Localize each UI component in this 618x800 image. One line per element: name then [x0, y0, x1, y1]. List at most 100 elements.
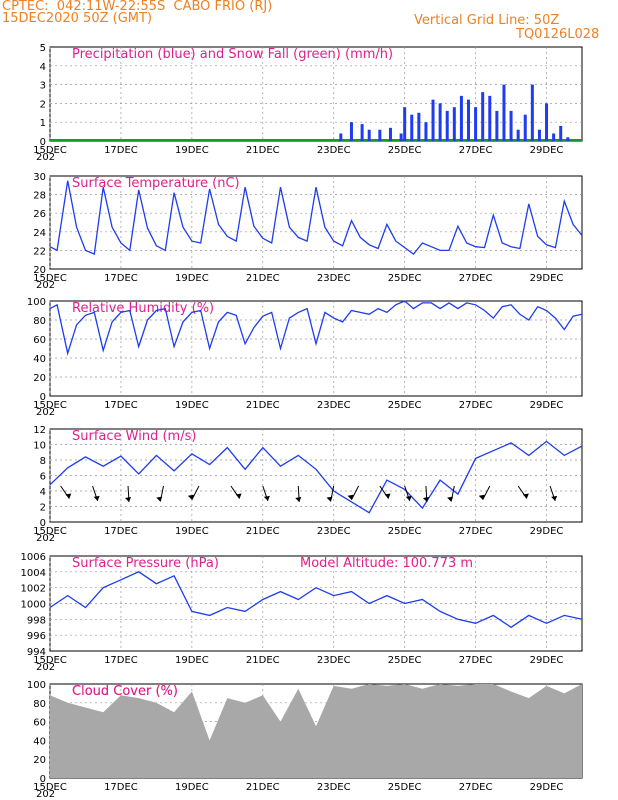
wind-xtick-year: 202	[36, 533, 55, 544]
cloud-xtick-year: 202	[36, 789, 55, 800]
precip-xtick-label: 29DEC	[530, 145, 564, 156]
pres-xtick-label: 17DEC	[104, 655, 138, 666]
precip-xtick-label: 25DEC	[388, 145, 422, 156]
precip-ytick-label: 5	[40, 43, 46, 54]
precip-bar	[399, 133, 403, 141]
cloud-ytick-label: 0	[40, 774, 46, 785]
cloud-xtick-label: 29DEC	[530, 782, 564, 793]
wind-arrow-head	[187, 494, 194, 500]
wind-arrow-head	[522, 493, 529, 499]
wind-xtick-label: 19DEC	[175, 526, 209, 537]
cloud-xtick-label: 27DEC	[459, 782, 493, 793]
station-header: CPTEC: 042:11W-22:55S CABO FRIO (RJ)	[2, 0, 273, 14]
wind-ytick-label: 8	[40, 456, 46, 467]
wind-arrow-head	[235, 493, 242, 499]
precip-bar	[495, 110, 499, 141]
wind-arrow-head	[93, 495, 100, 501]
wind-arrow-head	[447, 496, 454, 502]
cloud-xtick-label: 25DEC	[388, 782, 422, 793]
precip-bar	[410, 114, 414, 141]
temp-ytick-label: 20	[33, 265, 46, 276]
pressure-panel: 994 996 998 1000 1002 1004 1006 15DEC 17DEC 19DEC…	[21, 552, 583, 673]
temp-xtick-label: 19DEC	[175, 273, 209, 284]
precip-bar	[349, 122, 353, 141]
cloud-xtick-label: 19DEC	[175, 782, 209, 793]
temp-xtick-year: 202	[36, 280, 55, 291]
cloud-title: Cloud Cover (%)	[72, 684, 178, 699]
precip-bar	[378, 129, 382, 141]
pres-xtick-label: 15DEC	[33, 655, 67, 666]
cloud-ytick-label: 40	[33, 736, 46, 747]
precip-ytick-label: 0	[40, 137, 46, 148]
precip-ytick-label: 2	[40, 99, 46, 110]
wind-xtick-label: 17DEC	[104, 526, 138, 537]
precip-xtick-label: 23DEC	[317, 145, 351, 156]
wind-arrow-head	[384, 493, 391, 499]
rh-xtick-label: 27DEC	[459, 400, 493, 411]
model-altitude: Model Altitude: 100.773 m	[300, 556, 473, 571]
wind-arrow	[482, 485, 491, 501]
pres-ytick-label: 998	[27, 615, 46, 626]
wind-arrow-head	[347, 494, 354, 500]
wind-arrow	[351, 485, 360, 501]
cloud-xtick-label: 23DEC	[317, 782, 351, 793]
pres-xtick-label: 25DEC	[388, 655, 422, 666]
precip-bar	[481, 92, 485, 141]
precip-xtick-label: 17DEC	[104, 145, 138, 156]
precip-bar	[523, 114, 527, 141]
precip-bar	[424, 122, 428, 141]
pres-ytick-label: 1004	[21, 568, 46, 579]
pres-xtick-label: 21DEC	[246, 655, 280, 666]
cloud-ytick-label: 80	[33, 699, 46, 710]
wind-arrow	[191, 485, 200, 501]
rh-xtick-label: 29DEC	[530, 400, 564, 411]
precip-bar	[445, 110, 449, 141]
cloud-xtick-label: 21DEC	[246, 782, 280, 793]
rh-frame	[49, 300, 583, 397]
wind-xtick-label: 29DEC	[530, 526, 564, 537]
wind-ytick-label: 6	[40, 472, 46, 483]
wind-ytick-label: 10	[33, 441, 46, 452]
pres-ytick-label: 994	[27, 647, 46, 658]
rh-xtick-label: 21DEC	[246, 400, 280, 411]
temp-ytick-label: 24	[33, 228, 46, 239]
humidity-panel: 0 20 40 60 80 100 15DEC 17DEC 19DEC 21DEC 23DEC 25D…	[27, 297, 583, 418]
temp-ytick-label: 30	[33, 172, 46, 183]
precip-bar	[431, 99, 435, 141]
cloud-ytick-label: 60	[33, 718, 46, 729]
precip-xtick-label: 19DEC	[175, 145, 209, 156]
temp-title: Surface Temperature (nC)	[72, 176, 240, 191]
pres-series-line	[49, 571, 583, 629]
pres-xtick-label: 29DEC	[530, 655, 564, 666]
wind-xtick-label: 21DEC	[246, 526, 280, 537]
model-code: TQ0126L028	[516, 27, 600, 42]
temperature-panel: 20 22 24 26 28 30 15DEC 17DEC 19DEC 21DEC 23DEC 25D…	[33, 172, 583, 291]
precip-bar	[459, 95, 463, 141]
cloud-xtick-label: 17DEC	[104, 782, 138, 793]
temp-xtick-label: 15DEC	[33, 273, 67, 284]
precip-bar	[488, 95, 492, 141]
wind-arrow-head	[326, 496, 333, 502]
cloud-area	[50, 684, 582, 778]
grid-line-note: Vertical Grid Line: 50Z	[414, 13, 560, 28]
precip-bar	[360, 124, 364, 141]
wind-arrow-head	[263, 495, 270, 501]
cloud-panel: 0 20 40 60 80 100 15DEC 17DEC 19DEC 21DEC 23DEC 25D…	[27, 680, 583, 800]
cloud-ytick-label: 20	[33, 755, 46, 766]
temp-xtick-label: 29DEC	[530, 273, 564, 284]
pres-title: Surface Pressure (hPa)	[72, 556, 219, 571]
wind-arrow-head	[125, 496, 132, 502]
pres-xtick-label: 23DEC	[317, 655, 351, 666]
wind-xtick-label: 15DEC	[33, 526, 67, 537]
precip-bar	[537, 129, 541, 141]
rh-ytick-label: 60	[33, 335, 46, 346]
wind-arrow-head	[551, 495, 558, 501]
wind-panel: 0 2 4 6 8 10 12 15DEC 17DEC 19DEC 21DEC 23DEC 25DEC 2…	[33, 425, 583, 544]
precip-bar	[388, 127, 392, 141]
precip-bar	[339, 133, 343, 141]
pres-xtick-label: 27DEC	[459, 655, 493, 666]
pres-xtick-label: 19DEC	[175, 655, 209, 666]
wind-xtick-label: 23DEC	[317, 526, 351, 537]
pres-ytick-label: 996	[27, 631, 46, 642]
